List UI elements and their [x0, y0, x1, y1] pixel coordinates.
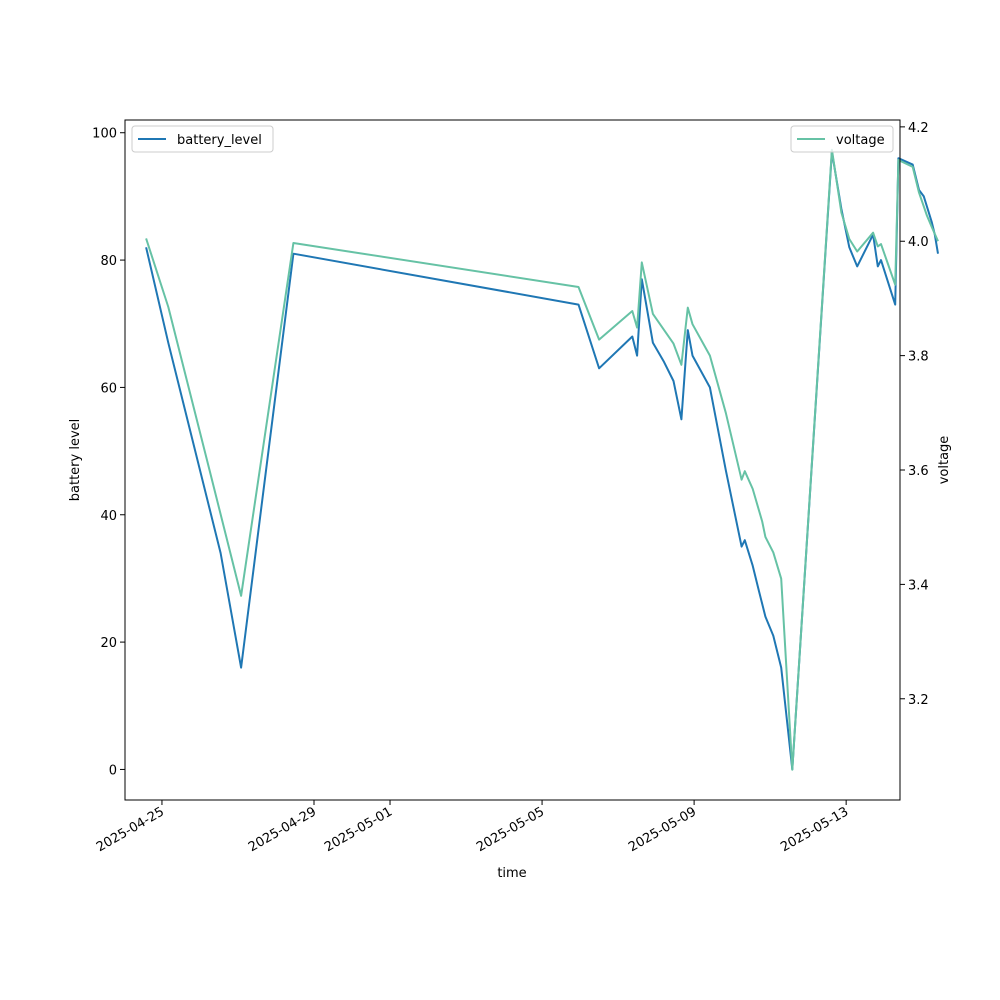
x-tick-label: 2025-05-09 — [626, 804, 699, 855]
right-y-tick-label: 3.2 — [908, 693, 929, 708]
x-tick-label: 2025-04-29 — [246, 804, 319, 855]
x-axis-ticks: 2025-04-25 2025-04-29 2025-05-01 2025-05-05… — [94, 800, 851, 855]
right-y-tick-label: 4.0 — [908, 235, 929, 250]
x-tick-label: 2025-05-13 — [778, 804, 851, 855]
legend-left-label: battery_level — [177, 133, 262, 148]
legend-left: battery_level — [131, 125, 274, 153]
legend-right-label: voltage — [836, 133, 885, 148]
legend-left-box — [131, 125, 274, 153]
right-y-axis-ticks: 3.2 3.4 3.6 3.8 4.0 4.2 — [900, 121, 929, 708]
left-y-tick-label: 40 — [100, 509, 117, 524]
left-y-tick-label: 100 — [92, 127, 117, 142]
x-tick-label: 2025-04-25 — [94, 804, 167, 855]
plot-frame — [124, 119, 901, 801]
legend-right-box — [790, 125, 894, 153]
left-y-tick-label: 20 — [100, 636, 117, 651]
left-y-axis-ticks: 0 20 40 60 80 100 — [92, 127, 125, 778]
plot-lines — [145, 148, 939, 771]
series-line-battery-level — [145, 150, 939, 771]
right-y-tick-label: 3.4 — [908, 578, 929, 593]
left-y-tick-label: 60 — [100, 381, 117, 396]
left-y-axis-label: battery level — [68, 419, 83, 502]
legend-right: voltage — [790, 125, 894, 153]
right-y-tick-label: 4.2 — [908, 121, 929, 136]
left-y-tick-label: 0 — [109, 763, 117, 778]
x-tick-label: 2025-05-01 — [322, 804, 395, 855]
x-tick-label: 2025-05-05 — [474, 804, 547, 855]
right-y-axis-label: voltage — [937, 436, 952, 485]
right-y-tick-label: 3.6 — [908, 464, 929, 479]
x-axis-label: time — [497, 866, 526, 881]
right-y-tick-label: 3.8 — [908, 350, 929, 365]
left-y-tick-label: 80 — [100, 254, 117, 269]
series-line-voltage — [145, 148, 939, 771]
